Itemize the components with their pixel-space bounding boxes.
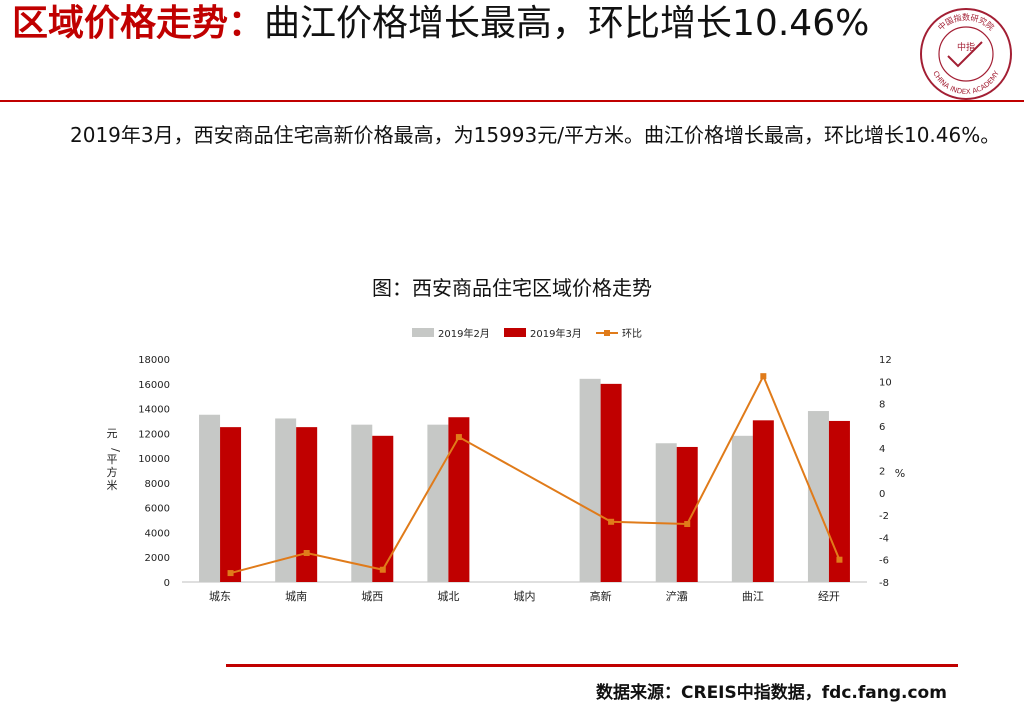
legend-marker [604, 330, 610, 336]
mom-point [227, 570, 234, 577]
title-separator: ： [228, 3, 265, 44]
legend-label: 2019年3月 [530, 327, 582, 340]
logo-inner-ring [938, 26, 994, 82]
y2-tick-label: -6 [879, 556, 889, 567]
bar-mar [828, 420, 850, 582]
mom-point [303, 550, 310, 557]
description: 2019年3月，西安商品住宅高新价格最高，为15993元/平方米。曲江价格增长最… [70, 123, 1001, 147]
x-tick-label: 曲江 [742, 590, 764, 603]
y-tick-label: 14000 [138, 405, 170, 416]
y2-tick-label: -8 [879, 578, 889, 589]
mom-point [379, 566, 386, 573]
title-highlight: 区域价格走势 [12, 3, 229, 44]
y2-tick-label: -4 [879, 533, 889, 544]
y2-tick-label: 0 [879, 489, 885, 500]
bar-feb [275, 418, 297, 582]
logo-center-text: 中指 [957, 41, 975, 53]
mom-line [230, 373, 841, 575]
y-tick-label: 6000 [145, 504, 170, 515]
bar-mar [752, 420, 774, 582]
y2-tick-label: 2 [879, 467, 885, 478]
legend-label: 2019年2月 [438, 327, 490, 340]
data-source: 数据来源：CREIS中指数据，fdc.fang.com [596, 683, 947, 703]
y-tick-label: 12000 [138, 429, 170, 440]
bar-mar [600, 383, 622, 582]
y-tick-label: 10000 [138, 454, 170, 465]
footer-divider [226, 664, 958, 667]
y2-tick-label: 8 [879, 400, 885, 411]
bar-feb [807, 411, 829, 582]
cia-logo: 中国指数研究院 CHINA INDEX ACADEMY 中指 [920, 8, 1012, 100]
y2-tick-label: -2 [879, 511, 889, 522]
logo-check-icon [947, 41, 983, 68]
mom-point [760, 373, 767, 380]
y-tick-label: 18000 [138, 355, 170, 366]
bar-mar [448, 417, 470, 582]
y-tick-label: 4000 [145, 528, 170, 539]
y-axis-label-char: 平 [107, 453, 118, 466]
y-axis-label-char: 元 [107, 427, 118, 440]
bar-feb [427, 424, 449, 582]
mom-point [836, 556, 843, 563]
logo-outer-ring [920, 8, 1012, 100]
x-tick-label: 城西 [361, 590, 383, 603]
y2-tick-label: 6 [879, 422, 885, 433]
bar-feb [579, 378, 601, 582]
chart-title: 图：西安商品住宅区域价格走势 [372, 276, 652, 300]
bar-feb [731, 435, 753, 582]
mom-point [455, 434, 462, 441]
x-tick-label: 浐灞 [666, 590, 688, 603]
legend-label: 环比 [622, 328, 642, 340]
y-tick-label: 2000 [145, 553, 170, 564]
mom-point [684, 521, 691, 528]
bar-mar [676, 446, 698, 582]
x-tick-label: 高新 [590, 589, 612, 603]
y2-tick-label: 4 [879, 444, 885, 455]
y-tick-label: 0 [164, 578, 170, 589]
bar-feb [199, 414, 221, 582]
y2-tick-label: 12 [879, 355, 892, 366]
y2-axis-label: % [895, 467, 905, 480]
x-tick-label: 城北 [437, 590, 459, 603]
y-axis-label-char: 方 [107, 465, 118, 479]
x-tick-label: 城东 [209, 590, 231, 603]
page-title: 区域价格走势：曲江价格增长最高，环比增长10.46% [12, 2, 892, 46]
title-rest: 曲江价格增长最高，环比增长10.46% [264, 3, 870, 44]
bar-mar [220, 427, 242, 582]
x-tick-label: 经开 [818, 590, 840, 603]
y-tick-label: 16000 [138, 380, 170, 391]
bar-mar [372, 435, 394, 582]
x-tick-label: 城内 [514, 589, 536, 603]
bar-feb [655, 443, 677, 582]
bar-mar [296, 427, 318, 582]
y-axis-label-char: 米 [107, 479, 118, 492]
bar-feb [351, 424, 373, 582]
header-divider [0, 100, 1024, 102]
y-tick-label: 8000 [145, 479, 170, 490]
x-tick-label: 城南 [285, 590, 307, 603]
legend-swatch [504, 328, 526, 337]
y-axis-label-char: / [109, 448, 122, 452]
legend-swatch [412, 328, 434, 337]
mom-point [608, 518, 615, 525]
y2-tick-label: 10 [879, 377, 892, 388]
